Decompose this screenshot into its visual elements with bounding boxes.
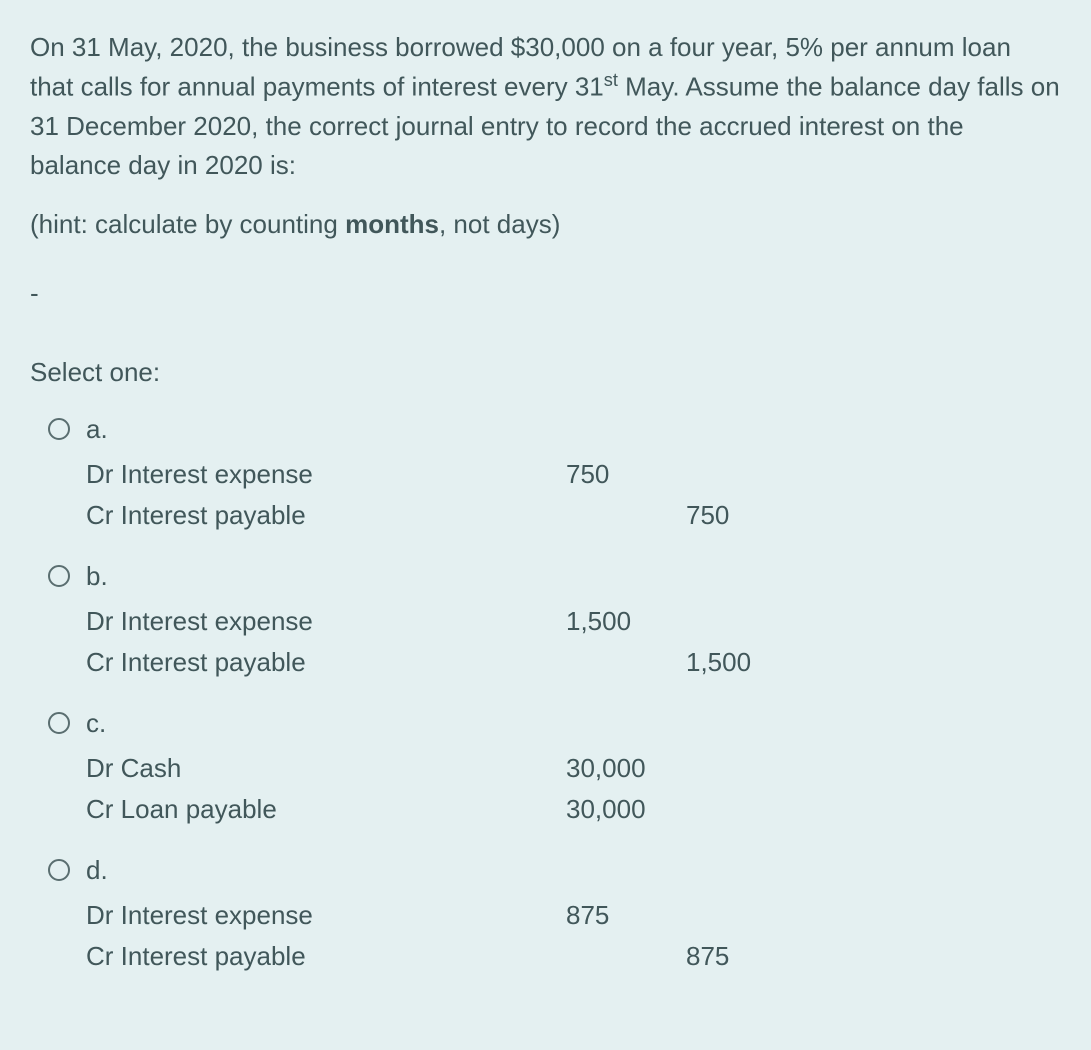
question-superscript: st	[604, 70, 618, 90]
entry-line: Cr Interest payable 875	[86, 937, 1061, 976]
entry-label: Dr Interest expense	[86, 602, 566, 641]
hint-bold: months	[345, 209, 439, 239]
entry-label: Cr Loan payable	[86, 790, 566, 829]
entry-debit: 30,000	[566, 749, 686, 788]
option-a: a. Dr Interest expense 750 Cr Interest p…	[48, 410, 1061, 535]
option-b-radio[interactable]	[48, 565, 70, 587]
options-list: a. Dr Interest expense 750 Cr Interest p…	[30, 410, 1061, 976]
option-a-header: a.	[48, 410, 1061, 449]
select-one-label: Select one:	[30, 353, 1061, 392]
entry-line: Cr Loan payable 30,000	[86, 790, 1061, 829]
entry-label: Dr Interest expense	[86, 455, 566, 494]
option-a-entries: Dr Interest expense 750 Cr Interest paya…	[48, 455, 1061, 535]
entry-label: Cr Interest payable	[86, 496, 566, 535]
option-c-entries: Dr Cash 30,000 Cr Loan payable 30,000	[48, 749, 1061, 829]
option-d-header: d.	[48, 851, 1061, 890]
question-hint: (hint: calculate by counting months, not…	[30, 205, 1061, 244]
option-c-header: c.	[48, 704, 1061, 743]
entry-label: Dr Interest expense	[86, 896, 566, 935]
entry-line: Cr Interest payable 1,500	[86, 643, 1061, 682]
entry-credit: 1,500	[686, 643, 806, 682]
entry-credit: 875	[686, 937, 806, 976]
hint-pre: (hint: calculate by counting	[30, 209, 345, 239]
hint-post: , not days)	[439, 209, 560, 239]
entry-line: Cr Interest payable 750	[86, 496, 1061, 535]
option-d-entries: Dr Interest expense 875 Cr Interest paya…	[48, 896, 1061, 976]
option-b-entries: Dr Interest expense 1,500 Cr Interest pa…	[48, 602, 1061, 682]
entry-label: Cr Interest payable	[86, 937, 566, 976]
option-c-radio[interactable]	[48, 712, 70, 734]
entry-debit: 30,000	[566, 790, 686, 829]
question-paragraph-1: On 31 May, 2020, the business borrowed $…	[30, 28, 1061, 185]
option-d: d. Dr Interest expense 875 Cr Interest p…	[48, 851, 1061, 976]
dash-separator: -	[30, 274, 1061, 313]
option-d-letter: d.	[86, 851, 108, 890]
option-a-letter: a.	[86, 410, 108, 449]
entry-debit: 1,500	[566, 602, 686, 641]
option-c: c. Dr Cash 30,000 Cr Loan payable 30,000	[48, 704, 1061, 829]
entry-line: Dr Interest expense 875	[86, 896, 1061, 935]
entry-label: Cr Interest payable	[86, 643, 566, 682]
entry-credit: 750	[686, 496, 806, 535]
entry-line: Dr Interest expense 1,500	[86, 602, 1061, 641]
entry-debit: 750	[566, 455, 686, 494]
entry-debit: 875	[566, 896, 686, 935]
entry-line: Dr Cash 30,000	[86, 749, 1061, 788]
option-a-radio[interactable]	[48, 418, 70, 440]
option-b-letter: b.	[86, 557, 108, 596]
option-b: b. Dr Interest expense 1,500 Cr Interest…	[48, 557, 1061, 682]
entry-line: Dr Interest expense 750	[86, 455, 1061, 494]
entry-label: Dr Cash	[86, 749, 566, 788]
option-d-radio[interactable]	[48, 859, 70, 881]
option-b-header: b.	[48, 557, 1061, 596]
option-c-letter: c.	[86, 704, 106, 743]
